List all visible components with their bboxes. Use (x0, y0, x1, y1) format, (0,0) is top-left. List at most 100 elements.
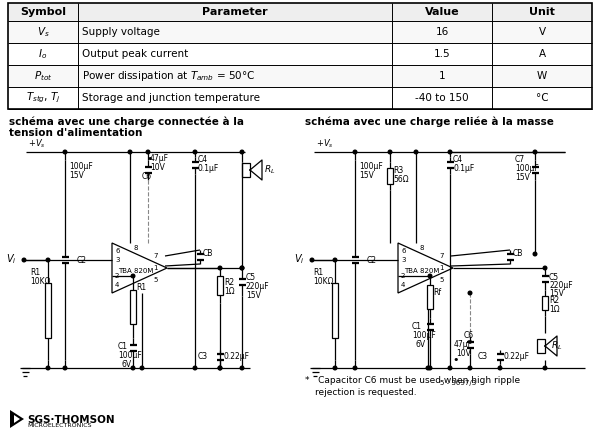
Text: 8: 8 (420, 245, 425, 251)
Circle shape (131, 366, 135, 370)
Bar (332, 282, 338, 337)
Circle shape (63, 150, 67, 154)
Text: Power dissipation at $T_{amb}$ = 50°C: Power dissipation at $T_{amb}$ = 50°C (82, 69, 255, 83)
Text: 5 - 3697/3: 5 - 3697/3 (440, 380, 476, 386)
Text: C6: C6 (142, 172, 152, 181)
Circle shape (240, 266, 244, 270)
Circle shape (218, 266, 222, 270)
Circle shape (468, 291, 472, 295)
Text: Storage and junction temperature: Storage and junction temperature (82, 93, 260, 103)
Circle shape (468, 366, 472, 370)
Text: Output peak current: Output peak current (82, 49, 188, 59)
Text: $R_L$: $R_L$ (551, 340, 562, 352)
Circle shape (46, 258, 50, 262)
Text: 1: 1 (439, 71, 445, 81)
Text: C1: C1 (118, 341, 128, 350)
Text: $V_i$: $V_i$ (7, 252, 17, 266)
Text: R1: R1 (136, 283, 146, 292)
Text: 2: 2 (115, 273, 119, 279)
Text: 1.5: 1.5 (434, 49, 451, 59)
Text: C3: C3 (478, 352, 488, 361)
Bar (130, 290, 136, 324)
Circle shape (218, 366, 222, 370)
Circle shape (533, 150, 537, 154)
Text: •: • (452, 355, 458, 365)
Circle shape (543, 366, 547, 370)
Text: 6V: 6V (121, 360, 131, 369)
Text: MICROELECTRONICS: MICROELECTRONICS (27, 423, 91, 428)
Text: $P_{tot}$: $P_{tot}$ (34, 69, 52, 83)
Text: A: A (538, 49, 545, 59)
Text: 100µF: 100µF (69, 162, 93, 171)
Text: Parameter: Parameter (202, 7, 268, 17)
Text: 1: 1 (153, 265, 157, 271)
Bar (242, 163, 250, 177)
Text: Symbol: Symbol (20, 7, 66, 17)
Text: $T_{stg}$, $T_j$: $T_{stg}$, $T_j$ (26, 91, 61, 105)
Text: $R_L$: $R_L$ (264, 164, 275, 176)
Text: 3: 3 (401, 257, 406, 263)
Text: 5: 5 (153, 277, 157, 283)
Circle shape (353, 150, 357, 154)
Bar (8, 3, 592, 109)
Circle shape (448, 366, 452, 370)
Text: 10KΩ: 10KΩ (30, 277, 50, 286)
Bar (542, 296, 548, 310)
Bar (8, 3, 592, 21)
Text: W: W (537, 71, 547, 81)
Circle shape (218, 366, 222, 370)
Circle shape (193, 366, 197, 370)
Text: 3: 3 (115, 257, 119, 263)
Circle shape (353, 366, 357, 370)
Circle shape (428, 274, 432, 278)
Circle shape (543, 266, 547, 270)
Bar (8, 65, 592, 87)
Text: C3: C3 (198, 352, 208, 361)
Text: 100µF: 100µF (118, 350, 142, 360)
Text: 15V: 15V (549, 289, 564, 298)
Circle shape (140, 366, 144, 370)
Text: C5: C5 (246, 273, 256, 282)
Text: TBA 820M: TBA 820M (404, 268, 439, 274)
Text: 56Ω: 56Ω (393, 175, 409, 184)
Circle shape (333, 366, 337, 370)
Polygon shape (10, 410, 24, 428)
Circle shape (46, 366, 50, 370)
Text: 1Ω: 1Ω (224, 287, 235, 296)
Bar (427, 285, 433, 309)
Text: 100µF: 100µF (515, 164, 539, 173)
Circle shape (128, 150, 132, 154)
Text: 0.22µF: 0.22µF (503, 352, 529, 361)
Text: SGS·THOMSON: SGS·THOMSON (27, 415, 115, 425)
Text: $I_o$: $I_o$ (38, 47, 47, 61)
Text: Unit: Unit (529, 7, 555, 17)
Text: schéma avec une charge reliée à la masse: schéma avec une charge reliée à la masse (305, 116, 554, 127)
Text: schéma avec une charge connectée à la: schéma avec une charge connectée à la (9, 116, 244, 127)
Text: *   Capacitor C6 must be used when high ripple: * Capacitor C6 must be used when high ri… (305, 376, 520, 385)
Text: 47µF: 47µF (150, 154, 169, 163)
Text: 10V: 10V (150, 163, 165, 172)
Circle shape (131, 274, 135, 278)
Circle shape (22, 258, 26, 262)
Text: 4: 4 (115, 282, 119, 288)
Text: C6: C6 (464, 330, 474, 340)
Text: Rf: Rf (433, 288, 441, 297)
Text: 15V: 15V (69, 171, 84, 180)
Text: 6V: 6V (416, 340, 426, 349)
Circle shape (533, 252, 537, 256)
Circle shape (310, 258, 314, 262)
Text: tension d'alimentation: tension d'alimentation (9, 128, 142, 138)
Text: 7: 7 (153, 253, 157, 259)
Text: 100µF: 100µF (412, 330, 436, 340)
Text: R3: R3 (393, 166, 403, 175)
Text: 1: 1 (439, 265, 443, 271)
Text: 220µF: 220µF (549, 281, 572, 290)
Text: C7: C7 (515, 155, 525, 164)
Text: 15V: 15V (515, 173, 530, 182)
Text: 5: 5 (439, 277, 443, 283)
Text: Value: Value (425, 7, 460, 17)
Text: $V_i$: $V_i$ (295, 252, 305, 266)
Circle shape (333, 258, 337, 262)
Text: TBA 820M: TBA 820M (118, 268, 154, 274)
Polygon shape (14, 415, 20, 423)
